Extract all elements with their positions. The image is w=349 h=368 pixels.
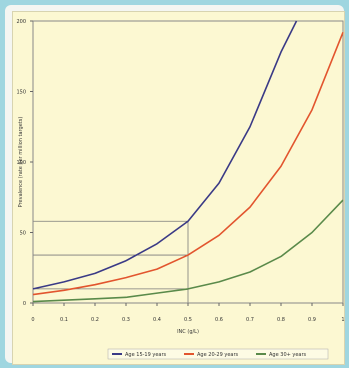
x-tick-label: 0.8 <box>277 317 285 323</box>
legend-label: Age 20-29 years <box>197 352 239 358</box>
x-tick-label: 1 <box>341 317 344 323</box>
x-tick-label: 0.2 <box>91 317 99 323</box>
y-tick-label: 200 <box>16 19 26 25</box>
y-tick-label: 150 <box>16 90 26 96</box>
y-tick-label: 100 <box>16 160 26 166</box>
x-tick-label: 0.4 <box>153 317 161 323</box>
series-line-2 <box>32 31 344 296</box>
x-tick-label: 0.5 <box>184 317 192 323</box>
chart-panel <box>12 11 345 365</box>
series-line-1 <box>32 20 298 290</box>
x-tick-label: 0 <box>31 317 34 323</box>
x-tick-label: 0.9 <box>308 317 316 323</box>
x-tick-label: 0.1 <box>60 317 68 323</box>
legend-label: Age 15-19 years <box>125 352 167 358</box>
x-tick-label: 0.6 <box>215 317 223 323</box>
series-line-3 <box>32 199 344 303</box>
y-tick-label: 0 <box>23 301 26 307</box>
legend-label: Age 30+ years <box>269 352 307 358</box>
x-tick-label: 0.3 <box>122 317 130 323</box>
x-axis-label: INC (g/L) <box>177 329 199 335</box>
legend-box <box>107 348 329 360</box>
y-axis-label: Prevalence (rate per million targets) <box>18 117 24 208</box>
x-tick-label: 0.7 <box>246 317 254 323</box>
y-tick-label: 50 <box>20 231 26 237</box>
